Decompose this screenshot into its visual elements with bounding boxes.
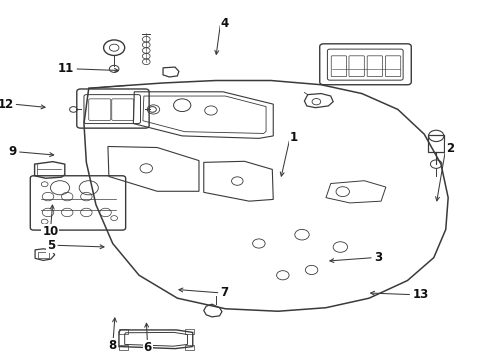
Text: 3: 3 — [373, 251, 381, 264]
Text: 12: 12 — [0, 98, 14, 111]
Text: 5: 5 — [47, 239, 55, 252]
Text: 13: 13 — [411, 288, 427, 301]
Text: 9: 9 — [9, 145, 17, 158]
Text: 4: 4 — [220, 17, 228, 30]
Text: 8: 8 — [108, 339, 117, 352]
Text: 7: 7 — [220, 287, 228, 300]
Text: 11: 11 — [58, 62, 74, 75]
Text: 2: 2 — [445, 142, 453, 155]
Text: 6: 6 — [143, 341, 151, 354]
Text: 10: 10 — [42, 225, 59, 238]
Text: 1: 1 — [289, 131, 298, 144]
